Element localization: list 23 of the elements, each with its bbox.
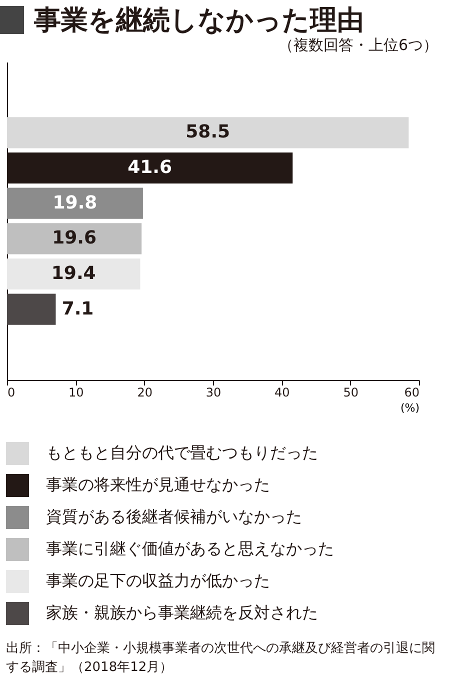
data-label: 19.6	[52, 228, 97, 249]
chart-title: 事業を継続しなかった理由	[34, 4, 364, 38]
x-tick-label: 0	[8, 386, 16, 400]
data-label: 19.8	[52, 192, 98, 214]
x-axis-title: (%)	[400, 402, 420, 414]
data-label: 41.6	[128, 157, 172, 178]
legend-label: 事業の将来性が見通せなかった	[46, 474, 270, 496]
data-label: 19.4	[51, 263, 96, 284]
legend-label: 事業に引継ぐ価値があると思えなかった	[46, 538, 334, 560]
x-tick-label: 40	[274, 386, 290, 400]
data-label: 58.5	[186, 122, 230, 143]
x-tick-label: 20	[137, 386, 152, 400]
x-tick-label: 60	[404, 386, 420, 400]
legend-label: 事業の足下の収益力が低かった	[46, 570, 270, 592]
x-tick-label: 30	[206, 386, 222, 400]
x-tick-label: 10	[68, 386, 84, 400]
x-tick-label: 50	[343, 386, 358, 400]
text: 出所：「中小企業・小規模事業者の次世代への承継及び経営者の引退に関する調査」（2018年12月）	[5, 640, 436, 677]
legend-label: もともと自分の代で畳むつもりだった	[46, 442, 318, 464]
chart-subtitle: （複数回答・上位6つ）	[278, 36, 438, 55]
data-label: 7.1	[62, 298, 94, 320]
legend-label: 資質がある後継者候補がいなかった	[46, 506, 302, 528]
legend-label: 家族・親族から事業継続を反対された	[46, 602, 318, 624]
